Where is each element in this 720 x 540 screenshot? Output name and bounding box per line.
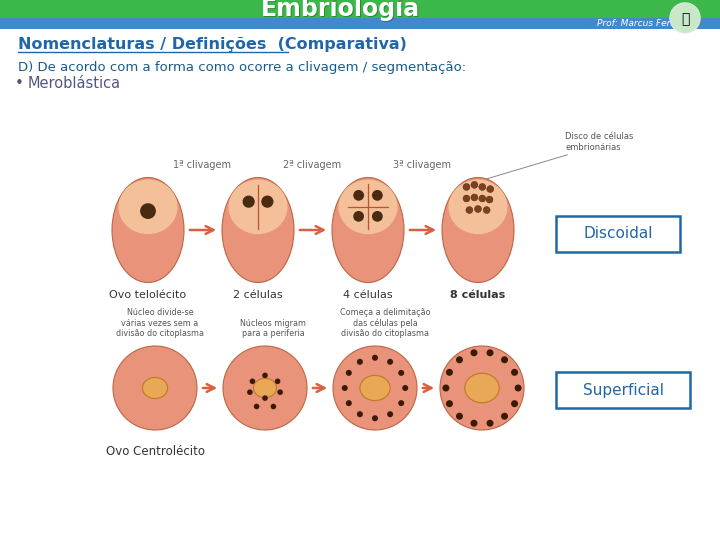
Circle shape (501, 356, 508, 363)
Circle shape (113, 346, 197, 430)
Text: Ovo telolécito: Ovo telolécito (109, 290, 186, 300)
Circle shape (262, 196, 273, 207)
Circle shape (456, 356, 463, 363)
Circle shape (262, 395, 268, 401)
Text: 3ª clivagem: 3ª clivagem (393, 160, 451, 170)
Circle shape (402, 385, 408, 391)
Circle shape (483, 207, 490, 213)
Circle shape (470, 420, 477, 427)
Circle shape (474, 206, 482, 212)
Ellipse shape (222, 178, 294, 282)
Circle shape (515, 384, 521, 391)
Ellipse shape (442, 178, 514, 282)
Circle shape (333, 346, 417, 430)
Ellipse shape (228, 180, 287, 234)
Text: Superficial: Superficial (582, 382, 664, 397)
FancyBboxPatch shape (0, 18, 720, 29)
Circle shape (487, 186, 494, 192)
Circle shape (141, 204, 156, 218)
Circle shape (372, 355, 378, 361)
Circle shape (466, 207, 473, 213)
Circle shape (479, 195, 486, 202)
Circle shape (387, 359, 393, 365)
Circle shape (446, 400, 453, 407)
Circle shape (456, 413, 463, 420)
FancyBboxPatch shape (556, 372, 690, 408)
Circle shape (357, 411, 363, 417)
Text: Embriologia: Embriologia (262, 0, 421, 23)
Text: 8 células: 8 células (451, 290, 505, 300)
Circle shape (275, 379, 280, 384)
Circle shape (463, 195, 470, 202)
Circle shape (671, 4, 699, 32)
Text: •: • (15, 77, 24, 91)
Circle shape (398, 370, 404, 376)
Circle shape (398, 400, 404, 406)
Ellipse shape (449, 180, 508, 234)
Text: Prof: Marcus Ferrassoli: Prof: Marcus Ferrassoli (598, 19, 700, 28)
Text: 4 células: 4 células (343, 290, 393, 300)
Circle shape (479, 184, 486, 191)
Circle shape (442, 384, 449, 391)
Circle shape (471, 194, 478, 201)
Text: Disco de células
embrionárias: Disco de células embrionárias (565, 132, 634, 152)
Circle shape (262, 373, 268, 378)
Text: 2 células: 2 células (233, 290, 283, 300)
Circle shape (247, 389, 253, 395)
Circle shape (501, 413, 508, 420)
Ellipse shape (338, 180, 397, 234)
Text: Ovo Centrolécito: Ovo Centrolécito (106, 445, 204, 458)
Circle shape (373, 191, 382, 200)
Circle shape (372, 415, 378, 421)
Text: Núcleos migram
para a periferia: Núcleos migram para a periferia (240, 319, 306, 338)
Text: 👤: 👤 (681, 12, 689, 26)
Text: Embriologia: Embriologia (261, 0, 420, 21)
Circle shape (511, 369, 518, 376)
Text: Nomenclaturas / Definições  (Comparativa): Nomenclaturas / Definições (Comparativa) (18, 37, 407, 52)
Ellipse shape (112, 178, 184, 282)
Text: Discoidal: Discoidal (583, 226, 653, 241)
Circle shape (354, 191, 364, 200)
Circle shape (243, 196, 254, 207)
Circle shape (487, 420, 493, 427)
Circle shape (250, 379, 255, 384)
Circle shape (373, 212, 382, 221)
Circle shape (357, 359, 363, 365)
Text: Núcleo divide-se
várias vezes sem a
divisão do citoplasma: Núcleo divide-se várias vezes sem a divi… (116, 308, 204, 338)
Text: D) De acordo com a forma como ocorre a clivagem / segmentação:: D) De acordo com a forma como ocorre a c… (18, 62, 466, 75)
Ellipse shape (332, 178, 404, 282)
Circle shape (346, 400, 352, 406)
Circle shape (511, 400, 518, 407)
Ellipse shape (119, 180, 178, 234)
Ellipse shape (465, 373, 499, 403)
Circle shape (271, 404, 276, 409)
Circle shape (277, 389, 283, 395)
Ellipse shape (253, 379, 276, 397)
Circle shape (254, 404, 259, 409)
Circle shape (440, 346, 524, 430)
Text: 1ª clivagem: 1ª clivagem (173, 160, 231, 170)
Text: Meroblástica: Meroblástica (28, 77, 121, 91)
Circle shape (471, 181, 478, 188)
Circle shape (387, 411, 393, 417)
Circle shape (223, 346, 307, 430)
Text: 2ª clivagem: 2ª clivagem (283, 160, 341, 170)
Circle shape (446, 369, 453, 376)
Text: Começa a delimitação
das células pela
divisão do citoplasma: Começa a delimitação das células pela di… (340, 308, 431, 338)
FancyBboxPatch shape (0, 0, 720, 18)
Circle shape (470, 349, 477, 356)
Ellipse shape (143, 377, 168, 399)
Circle shape (342, 385, 348, 391)
FancyBboxPatch shape (556, 216, 680, 252)
Circle shape (354, 212, 364, 221)
Circle shape (346, 370, 352, 376)
Circle shape (670, 3, 700, 33)
Circle shape (487, 349, 493, 356)
Ellipse shape (360, 375, 390, 401)
Circle shape (486, 196, 493, 203)
Circle shape (463, 184, 470, 191)
